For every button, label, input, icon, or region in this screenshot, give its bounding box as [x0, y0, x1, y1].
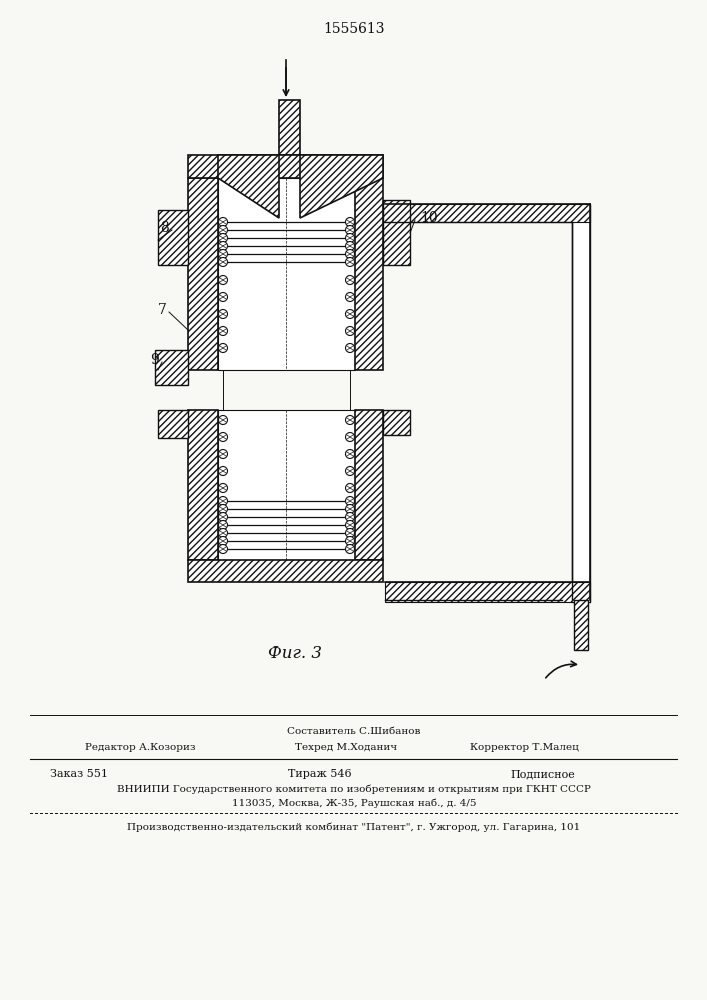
Text: 113035, Москва, Ж-35, Раушская наб., д. 4/5: 113035, Москва, Ж-35, Раушская наб., д. …	[232, 799, 477, 808]
Text: Корректор Т.Малец: Корректор Т.Малец	[470, 743, 579, 752]
Circle shape	[218, 544, 228, 554]
Circle shape	[346, 512, 354, 522]
Polygon shape	[218, 155, 279, 218]
Circle shape	[346, 310, 354, 318]
Circle shape	[346, 249, 354, 258]
Circle shape	[218, 233, 228, 242]
Text: Составитель С.Шибанов: Составитель С.Шибанов	[287, 727, 421, 736]
Bar	[385, 582, 590, 602]
Text: Тираж 546: Тираж 546	[288, 769, 352, 779]
Bar	[188, 410, 218, 560]
Bar	[383, 200, 410, 265]
Circle shape	[218, 241, 228, 250]
Circle shape	[218, 310, 228, 318]
Circle shape	[346, 344, 354, 353]
Circle shape	[218, 257, 228, 266]
Bar	[355, 178, 383, 370]
Text: Подписное: Подписное	[510, 769, 575, 779]
Circle shape	[346, 233, 354, 242]
Bar	[572, 204, 590, 602]
Polygon shape	[300, 155, 383, 218]
Text: Техред М.Ходанич: Техред М.Ходанич	[295, 743, 397, 752]
Circle shape	[218, 249, 228, 258]
Circle shape	[218, 344, 228, 353]
Circle shape	[346, 466, 354, 476]
Text: Заказ 551: Заказ 551	[50, 769, 108, 779]
Circle shape	[346, 520, 354, 530]
Text: 10: 10	[420, 211, 438, 225]
Text: 7: 7	[158, 303, 166, 317]
Bar	[355, 410, 383, 560]
Circle shape	[346, 528, 354, 538]
Circle shape	[346, 484, 354, 492]
Text: Редактор А.Козориз: Редактор А.Козориз	[85, 743, 196, 752]
Text: ВНИИПИ Государственного комитета по изобретениям и открытиям при ГКНТ СССР: ВНИИПИ Государственного комитета по изоб…	[117, 785, 591, 794]
Circle shape	[346, 226, 354, 234]
Circle shape	[218, 292, 228, 302]
Circle shape	[218, 484, 228, 492]
Circle shape	[218, 520, 228, 530]
Bar	[574, 600, 588, 650]
Circle shape	[346, 416, 354, 424]
Bar	[188, 178, 218, 370]
Bar	[385, 204, 590, 222]
Circle shape	[346, 326, 354, 336]
Circle shape	[218, 512, 228, 522]
Circle shape	[218, 504, 228, 514]
Bar	[218, 410, 355, 560]
Text: Фиг. 3: Фиг. 3	[268, 645, 322, 662]
Bar	[158, 410, 188, 438]
Bar	[188, 560, 383, 582]
Bar	[188, 155, 383, 178]
Bar	[158, 210, 188, 265]
Circle shape	[218, 218, 228, 227]
Circle shape	[346, 292, 354, 302]
Circle shape	[218, 432, 228, 442]
Circle shape	[218, 226, 228, 234]
Bar	[383, 410, 410, 435]
Circle shape	[346, 544, 354, 554]
Circle shape	[346, 504, 354, 514]
Circle shape	[218, 326, 228, 336]
Circle shape	[346, 432, 354, 442]
Circle shape	[346, 536, 354, 546]
Circle shape	[346, 257, 354, 266]
Bar	[279, 100, 300, 155]
Text: 9: 9	[151, 353, 159, 367]
Circle shape	[346, 241, 354, 250]
Bar	[155, 350, 188, 385]
Circle shape	[218, 416, 228, 424]
Circle shape	[346, 275, 354, 284]
Circle shape	[218, 496, 228, 506]
Circle shape	[346, 496, 354, 506]
Circle shape	[218, 466, 228, 476]
Text: 8: 8	[160, 221, 170, 235]
Text: 1555613: 1555613	[323, 22, 385, 36]
Circle shape	[346, 450, 354, 458]
Bar	[218, 178, 355, 370]
Circle shape	[346, 218, 354, 227]
Circle shape	[218, 528, 228, 538]
Text: Производственно-издательский комбинат "Патент", г. Ужгород, ул. Гагарина, 101: Производственно-издательский комбинат "П…	[127, 822, 580, 832]
Circle shape	[218, 536, 228, 546]
Circle shape	[218, 275, 228, 284]
Circle shape	[218, 450, 228, 458]
